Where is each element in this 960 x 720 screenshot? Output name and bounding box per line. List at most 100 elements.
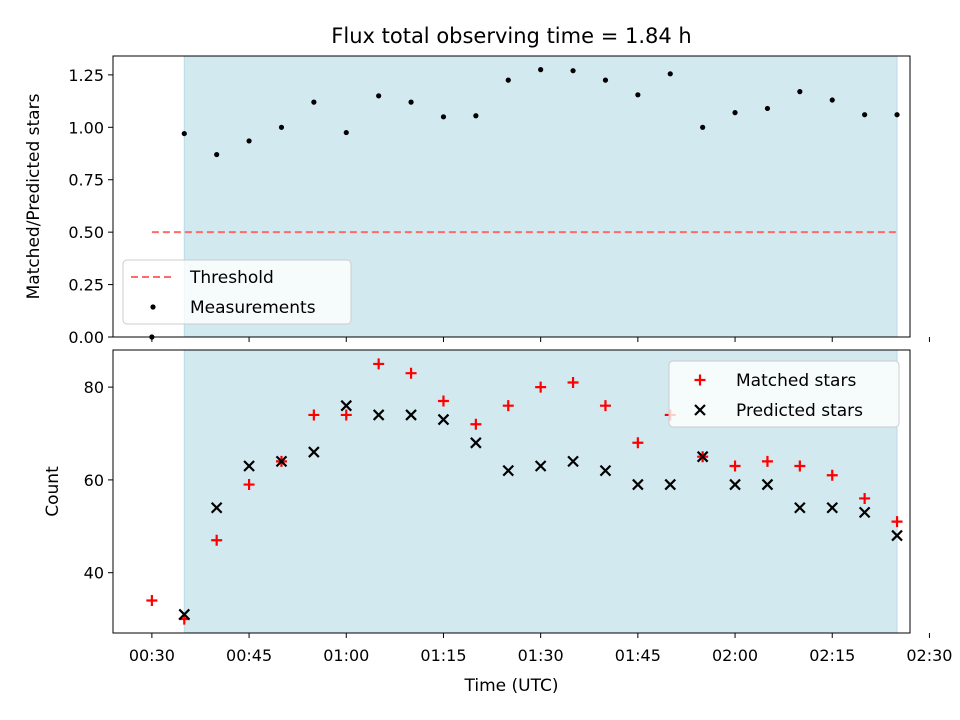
measurement-point xyxy=(764,105,771,112)
measurement-point xyxy=(635,92,641,98)
y-tick-label: 60 xyxy=(84,471,104,490)
y-tick-label: 0.25 xyxy=(68,276,104,295)
predicted-star-point xyxy=(308,446,320,458)
measurement-point xyxy=(343,129,349,136)
measurement-point xyxy=(473,113,479,119)
measurement-point xyxy=(602,77,609,83)
bottom-legend: Matched stars Predicted stars xyxy=(668,360,900,428)
measurement-point xyxy=(829,97,835,103)
legend-measurement-label: Measurements xyxy=(190,298,316,318)
predicted-star-point xyxy=(664,478,677,491)
measurement-point xyxy=(505,77,511,83)
measurement-point xyxy=(797,89,803,95)
matched-star-point xyxy=(502,400,514,412)
predicted-star-point xyxy=(729,478,741,491)
predicted-star-point xyxy=(405,409,417,421)
predicted-star-point xyxy=(567,455,579,468)
measurement-point xyxy=(214,151,220,158)
measurement-point xyxy=(440,114,447,120)
matched-star-point xyxy=(405,367,417,379)
matched-star-point xyxy=(437,395,449,407)
bottom-y-axis-label: Count xyxy=(43,466,63,517)
legend-predicted-label: Predicted stars xyxy=(736,401,863,421)
matched-star-point xyxy=(761,455,773,467)
top-x-ticks xyxy=(151,337,930,342)
predicted-star-point xyxy=(794,501,806,514)
matched-star-point xyxy=(535,381,547,393)
y-tick-label: 0.50 xyxy=(68,223,104,242)
matched-star-point xyxy=(340,409,352,421)
predicted-star-point xyxy=(210,501,223,514)
bottom-y-ticks: 40 60 80 xyxy=(84,378,113,583)
top-panel: 0.00 0.25 0.50 0.75 1.00 1.25 Flux total obse… xyxy=(24,24,930,347)
measurement-point xyxy=(246,138,252,144)
predicted-star-point xyxy=(275,455,288,468)
top-legend: Threshold Measurements xyxy=(122,259,352,325)
x-tick-label: 01:30 xyxy=(518,646,564,665)
x-tick-label: 00:45 xyxy=(226,646,272,665)
measurement-point xyxy=(732,110,738,116)
measurement-point xyxy=(311,99,317,105)
predicted-star-point xyxy=(243,460,255,472)
x-tick-label: 02:15 xyxy=(809,646,855,665)
matched-star-point xyxy=(859,492,871,504)
matched-star-point xyxy=(373,358,385,370)
matched-star-point xyxy=(146,595,158,607)
predicted-star-point xyxy=(470,437,482,449)
matched-star-point xyxy=(308,409,320,421)
y-tick-label: 80 xyxy=(84,378,104,397)
predicted-star-points xyxy=(178,399,903,621)
predicted-star-point xyxy=(761,478,774,491)
legend-matched-swatch xyxy=(694,374,706,386)
predicted-star-point xyxy=(858,506,871,519)
matched-star-point xyxy=(211,534,223,546)
measurement-point xyxy=(408,99,414,105)
measurement-point xyxy=(894,112,900,118)
measurement-point xyxy=(376,93,382,99)
top-y-ticks: 0.00 0.25 0.50 0.75 1.00 1.25 xyxy=(68,66,113,347)
predicted-star-point xyxy=(437,413,450,426)
matched-star-point xyxy=(243,479,255,491)
matched-star-point xyxy=(599,400,611,412)
measurement-point xyxy=(700,124,706,130)
matched-star-point xyxy=(826,469,838,481)
predicted-star-point xyxy=(534,460,547,472)
predicted-star-point xyxy=(340,399,353,412)
predicted-star-point xyxy=(599,464,612,477)
bottom-panel: 40 60 80 00:30 00:45 01:00 01:15 01:30 01:45 02:… xyxy=(43,349,952,696)
y-tick-label: 1.25 xyxy=(68,66,104,85)
x-tick-label: 02:30 xyxy=(906,646,952,665)
predicted-star-point xyxy=(632,478,644,491)
matched-star-point xyxy=(567,376,579,388)
legend-box xyxy=(668,360,900,428)
x-axis-label: Time (UTC) xyxy=(464,676,559,696)
y-tick-label: 1.00 xyxy=(68,118,104,137)
predicted-star-point xyxy=(696,450,709,463)
top-y-axis-label: Matched/Predicted stars xyxy=(24,93,44,299)
measurement-point xyxy=(667,71,673,77)
x-tick-label: 01:15 xyxy=(420,646,466,665)
bottom-axes-frame xyxy=(112,349,911,634)
predicted-star-point xyxy=(502,464,515,477)
chart-title: Flux total observing time = 1.84 h xyxy=(331,24,691,48)
bottom-x-ticks: 00:30 00:45 01:00 01:15 01:30 01:45 02:00 02:15… xyxy=(129,633,952,665)
matched-star-point xyxy=(729,460,741,472)
predicted-star-point xyxy=(178,608,191,621)
measurement-point xyxy=(278,124,285,130)
legend-measurement-swatch xyxy=(150,304,156,310)
legend-matched-label: Matched stars xyxy=(736,371,856,391)
measurement-point xyxy=(570,68,576,74)
x-tick-label: 01:45 xyxy=(615,646,661,665)
matched-star-point xyxy=(632,437,644,449)
x-tick-label: 02:00 xyxy=(712,646,758,665)
predicted-star-point xyxy=(891,529,903,542)
predicted-star-point xyxy=(372,409,385,421)
predicted-star-point xyxy=(826,501,839,514)
matched-star-point xyxy=(470,418,482,430)
measurement-point xyxy=(181,130,187,137)
x-tick-label: 01:00 xyxy=(323,646,369,665)
matched-star-point xyxy=(891,516,903,528)
y-tick-label: 0.00 xyxy=(68,328,104,347)
measurement-point xyxy=(538,67,544,73)
